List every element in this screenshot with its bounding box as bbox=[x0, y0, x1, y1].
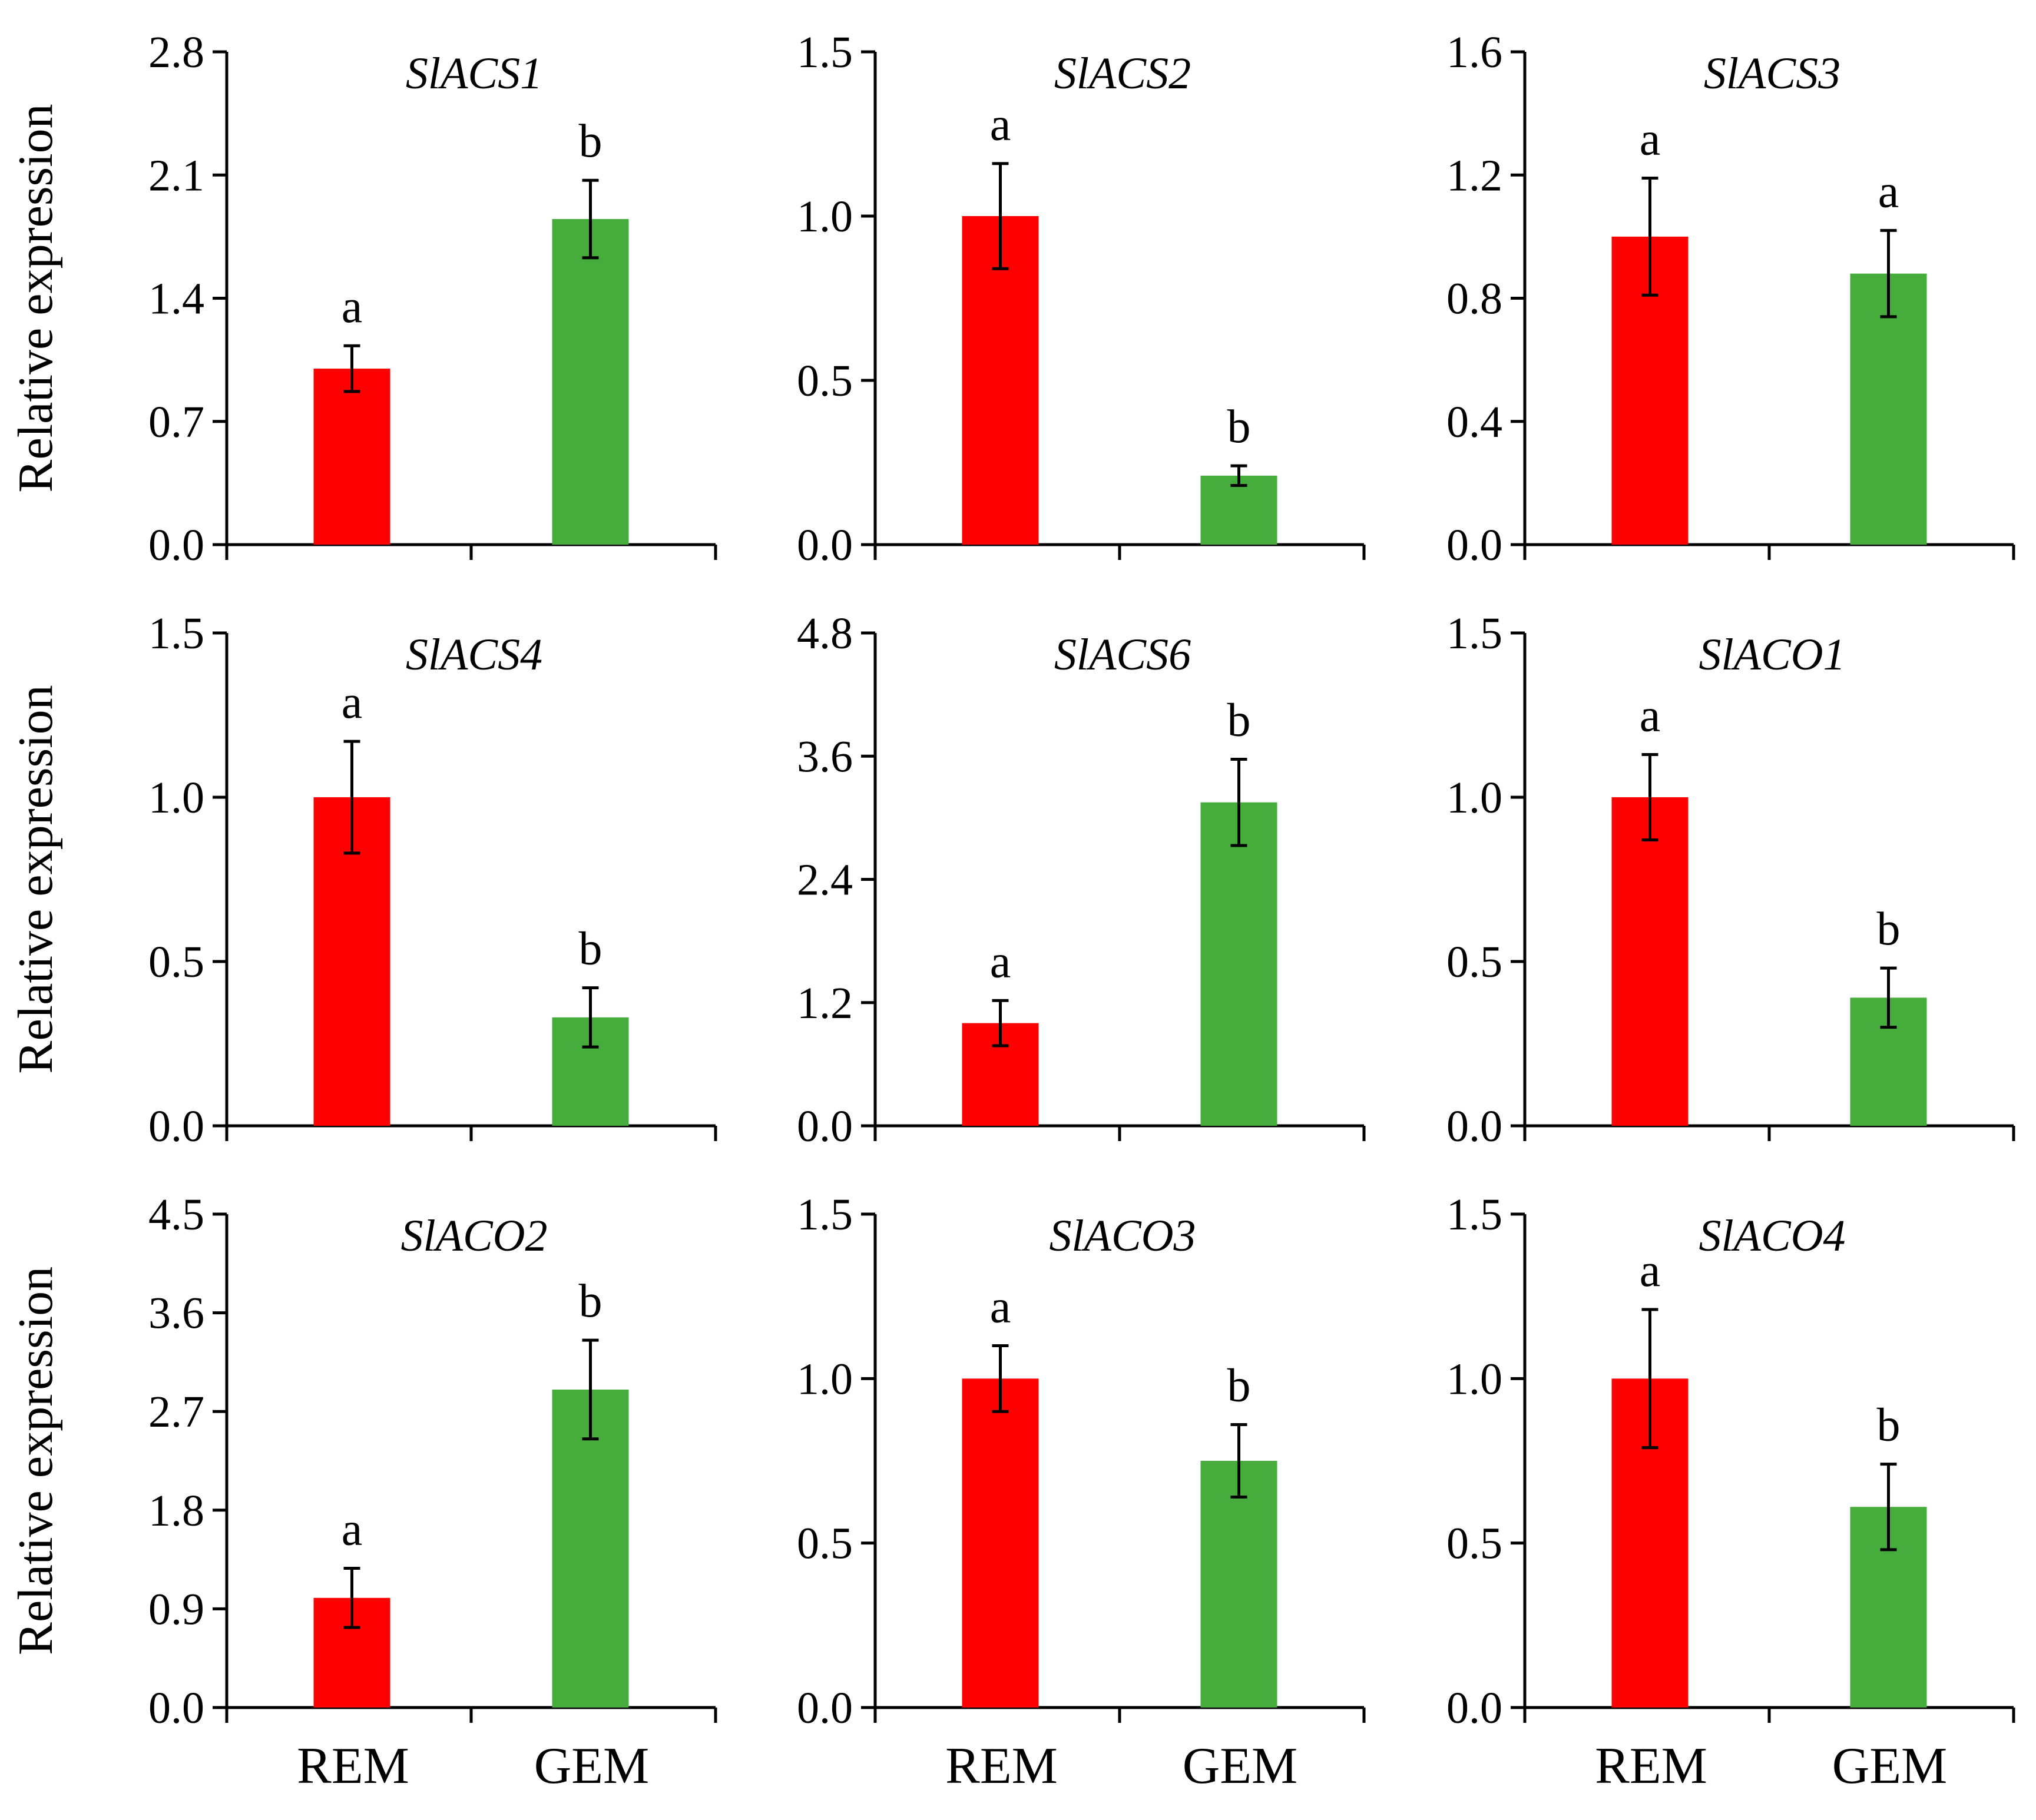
panel-title: SlACS1 bbox=[406, 49, 542, 98]
y-tick-label: 2.1 bbox=[148, 151, 204, 200]
bar-rem bbox=[1611, 797, 1689, 1126]
significance-letter: a bbox=[990, 936, 1011, 987]
significance-letter: a bbox=[1640, 113, 1661, 165]
panel-slaco1: 0.0 0.5 1.0 1.5 a b SlACO1 bbox=[1446, 609, 2015, 1151]
bar-gem bbox=[552, 1389, 629, 1708]
significance-letter: b bbox=[579, 923, 602, 975]
y-tick-label: 1.5 bbox=[797, 1190, 853, 1239]
y-tick-label: 0.0 bbox=[148, 521, 204, 570]
y-tick-label: 1.5 bbox=[797, 28, 853, 77]
panel-title: SlACS6 bbox=[1054, 630, 1191, 679]
significance-letter: b bbox=[1227, 401, 1251, 453]
y-tick-label: 0.0 bbox=[797, 1102, 853, 1151]
x-tick-label: REM bbox=[297, 1738, 409, 1795]
y-tick-label: 0.0 bbox=[1446, 1102, 1502, 1151]
y-tick-label: 1.5 bbox=[148, 609, 204, 658]
y-tick-label: 1.5 bbox=[1446, 609, 1502, 658]
y-tick-label: 0.5 bbox=[1446, 1519, 1502, 1569]
y-tick-label: 1.2 bbox=[797, 979, 853, 1028]
panel-title: SlACO1 bbox=[1699, 630, 1845, 679]
panel-title: SlACS4 bbox=[406, 630, 542, 679]
y-tick-label: 0.5 bbox=[797, 356, 853, 406]
bar-gem bbox=[552, 218, 629, 545]
y-tick-label: 3.6 bbox=[797, 732, 853, 781]
panel-slacs4: 0.0 0.5 1.0 1.5 a b SlACS4 Relative expression bbox=[8, 609, 717, 1151]
y-tick-label: 2.4 bbox=[797, 856, 853, 905]
y-tick-label: 0.0 bbox=[797, 1683, 853, 1733]
significance-letter: b bbox=[1877, 903, 1901, 955]
x-tick-label: REM bbox=[945, 1738, 1058, 1795]
x-tick-label: GEM bbox=[1183, 1738, 1298, 1795]
y-tick-label: 1.0 bbox=[148, 773, 204, 823]
bar-gem bbox=[1200, 1461, 1277, 1708]
y-tick-label: 1.0 bbox=[797, 1354, 853, 1404]
y-tick-label: 0.0 bbox=[797, 521, 853, 570]
y-tick-label: 1.2 bbox=[1446, 151, 1502, 200]
bar-gem bbox=[1850, 273, 1927, 545]
panel-title: SlACS3 bbox=[1704, 49, 1840, 98]
y-tick-label: 0.0 bbox=[1446, 521, 1502, 570]
significance-letter: a bbox=[342, 677, 363, 728]
panel-slacs6: 0.0 1.2 2.4 3.6 4.8 a b SlACS6 bbox=[797, 609, 1366, 1151]
significance-letter: a bbox=[990, 1281, 1011, 1332]
y-tick-label: 1.0 bbox=[1446, 773, 1502, 823]
significance-letter: a bbox=[1640, 689, 1661, 741]
bar-rem bbox=[962, 1378, 1039, 1708]
bar-gem bbox=[1200, 475, 1277, 545]
y-tick-label: 0.7 bbox=[148, 397, 204, 447]
y-tick-label: 0.5 bbox=[148, 937, 204, 987]
significance-letter: a bbox=[990, 99, 1011, 151]
y-axis-label: Relative expression bbox=[8, 1267, 63, 1655]
panel-title: SlACO3 bbox=[1049, 1211, 1196, 1261]
x-tick-label: GEM bbox=[1832, 1738, 1948, 1795]
y-tick-label: 0.0 bbox=[1446, 1683, 1502, 1733]
panel-slacs2: 0.0 0.5 1.0 1.5 a b SlACS2 bbox=[797, 28, 1366, 570]
y-tick-label: 0.8 bbox=[1446, 274, 1502, 324]
y-tick-label: 2.7 bbox=[148, 1387, 204, 1437]
significance-letter: b bbox=[1227, 1360, 1251, 1412]
y-tick-label: 3.6 bbox=[148, 1289, 204, 1338]
y-tick-label: 1.8 bbox=[148, 1486, 204, 1536]
panel-slacs1: 0.0 0.7 1.4 2.1 2.8 a b SlACS1 Relative expressi… bbox=[8, 28, 717, 570]
y-tick-label: 1.6 bbox=[1446, 28, 1502, 77]
y-tick-label: 0.0 bbox=[148, 1683, 204, 1733]
significance-letter: b bbox=[1227, 694, 1251, 746]
y-tick-label: 4.5 bbox=[148, 1190, 204, 1239]
y-tick-label: 0.5 bbox=[1446, 937, 1502, 987]
y-tick-label: 0.0 bbox=[148, 1102, 204, 1151]
y-tick-label: 1.4 bbox=[148, 274, 204, 324]
panel-slaco4: 0.0 0.5 1.0 1.5 a REM b GEM SlACO4 bbox=[1446, 1190, 2015, 1795]
y-tick-label: 1.0 bbox=[797, 192, 853, 241]
x-tick-label: GEM bbox=[534, 1738, 650, 1795]
y-tick-label: 0.9 bbox=[148, 1584, 204, 1634]
significance-letter: a bbox=[1640, 1245, 1661, 1297]
y-tick-label: 2.8 bbox=[148, 28, 204, 77]
significance-letter: a bbox=[1878, 165, 1899, 217]
significance-letter: b bbox=[579, 1275, 602, 1327]
significance-letter: a bbox=[342, 281, 363, 333]
bar-gem bbox=[1200, 802, 1277, 1126]
panel-title: SlACS2 bbox=[1054, 49, 1191, 98]
y-tick-label: 4.8 bbox=[797, 609, 853, 658]
bar-rem bbox=[962, 216, 1039, 545]
y-tick-label: 1.0 bbox=[1446, 1354, 1502, 1404]
panel-title: SlACO4 bbox=[1699, 1211, 1845, 1261]
y-tick-label: 0.4 bbox=[1446, 397, 1502, 447]
panel-slacs3: 0.0 0.4 0.8 1.2 1.6 a a SlACS3 bbox=[1446, 28, 2015, 570]
y-axis-label: Relative expression bbox=[8, 104, 63, 492]
panel-slaco3: 0.0 0.5 1.0 1.5 a REM b GEM SlACO3 bbox=[797, 1190, 1366, 1795]
significance-letter: a bbox=[342, 1503, 363, 1555]
significance-letter: b bbox=[579, 115, 602, 167]
panel-slaco2: 0.0 0.9 1.8 2.7 3.6 4.5 a REM b GEM SlACO2 Relative… bbox=[8, 1190, 717, 1795]
x-tick-label: REM bbox=[1595, 1738, 1707, 1795]
y-axis-label: Relative expression bbox=[8, 685, 63, 1073]
significance-letter: b bbox=[1877, 1400, 1901, 1451]
panel-title: SlACO2 bbox=[400, 1211, 547, 1261]
y-tick-label: 1.5 bbox=[1446, 1190, 1502, 1239]
y-tick-label: 0.5 bbox=[797, 1519, 853, 1569]
bar-rem bbox=[313, 369, 390, 545]
